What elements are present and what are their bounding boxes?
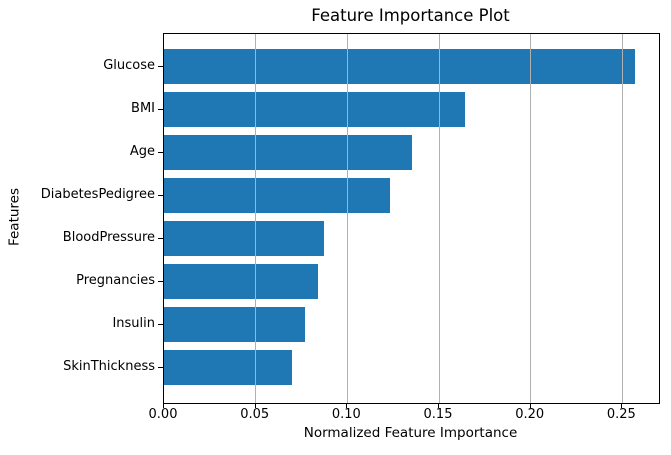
- xtick-label: 0.10: [331, 407, 361, 422]
- ytick-label: DiabetesPedigree: [40, 186, 155, 202]
- x-axis-label: Normalized Feature Importance: [303, 425, 518, 441]
- xtick-mark: [163, 403, 164, 408]
- xtick-mark: [346, 403, 348, 408]
- xtick-mark: [438, 403, 439, 408]
- ytick-mark: [158, 151, 163, 153]
- xtick-mark: [254, 403, 256, 408]
- xtick-label: 0.05: [240, 407, 270, 422]
- ytick-label: BloodPressure: [62, 229, 155, 245]
- bar-skinthickness: [164, 350, 293, 385]
- ytick-label: Age: [129, 143, 155, 159]
- ytick-label: Pregnancies: [76, 272, 155, 288]
- bar-glucose: [164, 49, 636, 84]
- grid-layer: [164, 34, 659, 403]
- bar-pregnancies: [164, 264, 318, 299]
- xtick-mark: [621, 403, 623, 408]
- ytick-label: Insulin: [112, 315, 155, 331]
- ytick-label: Glucose: [103, 57, 155, 73]
- gridline: [438, 34, 440, 403]
- bar-bmi: [164, 92, 465, 127]
- ytick-mark: [158, 280, 163, 282]
- ytick-label: BMI: [131, 100, 155, 116]
- gridline: [346, 34, 348, 403]
- ytick-mark: [158, 108, 163, 110]
- xtick-label: 0.00: [148, 407, 178, 422]
- xtick-label: 0.20: [515, 407, 545, 422]
- gridline: [255, 34, 257, 403]
- xtick-mark: [529, 403, 531, 408]
- bars-layer: [164, 34, 659, 403]
- xtick-label: 0.15: [423, 407, 453, 422]
- gridline: [530, 34, 532, 403]
- bar-insulin: [164, 307, 306, 342]
- ytick-mark: [158, 366, 163, 368]
- ytick-label: SkinThickness: [63, 358, 155, 374]
- ytick-mark: [158, 194, 163, 196]
- bar-diabetespedigree: [164, 178, 390, 213]
- xtick-label: 0.25: [606, 407, 636, 422]
- ytick-mark: [158, 323, 163, 325]
- ytick-mark: [158, 237, 163, 239]
- y-axis-label: Features: [6, 187, 23, 247]
- bar-bloodpressure: [164, 221, 324, 256]
- bar-age: [164, 135, 412, 170]
- ytick-mark: [158, 65, 163, 67]
- chart-title: Feature Importance Plot: [311, 6, 510, 25]
- gridline: [621, 34, 623, 403]
- plot-area: [163, 33, 660, 404]
